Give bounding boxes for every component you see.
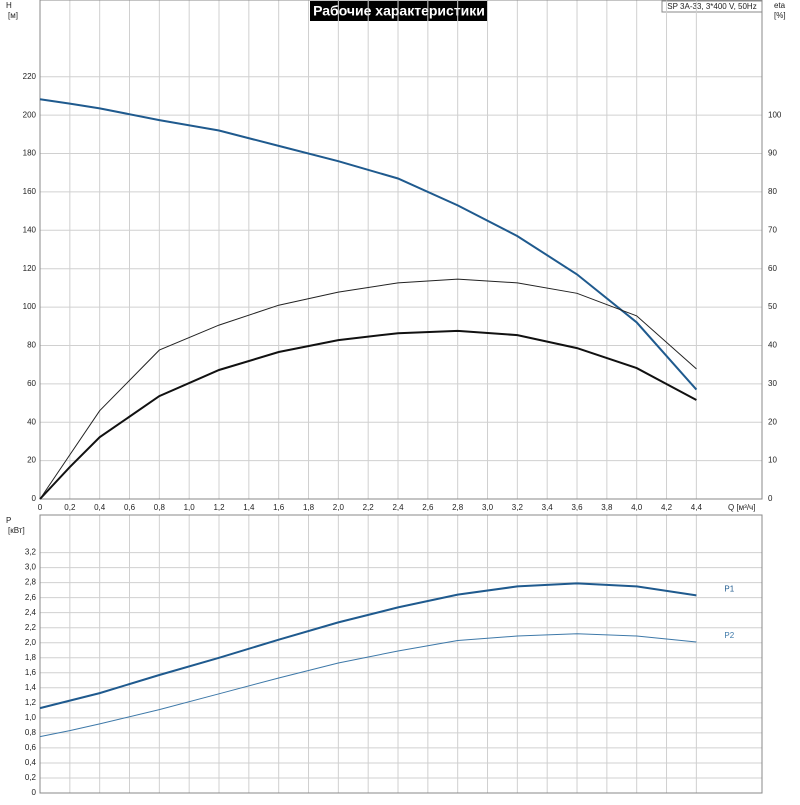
y-tick-label: 0: [32, 788, 37, 797]
y-tick-label: 60: [27, 379, 36, 388]
x-tick-label: 0,6: [124, 503, 136, 512]
x-tick-label: 3,0: [482, 503, 494, 512]
y-tick-label: 1,4: [25, 683, 37, 692]
series-line: [39, 633, 697, 738]
y-tick-label: 160: [23, 187, 37, 196]
y-tick-label: 1,6: [25, 668, 37, 677]
y-tick-label: 120: [23, 264, 37, 273]
y-axis-label: P: [6, 516, 11, 525]
chart-title: Рабочие характеристики: [313, 3, 485, 19]
x-tick-label: 2,2: [363, 503, 375, 512]
y2-tick-label: 50: [768, 302, 777, 311]
x-axis-label: Q [м³/ч]: [728, 503, 755, 512]
y-tick-label: 3,0: [25, 563, 37, 572]
y2-tick-label: 20: [768, 417, 777, 426]
y-tick-label: 0: [32, 494, 37, 503]
y2-tick-label: 100: [768, 110, 782, 119]
y2-tick-label: 40: [768, 341, 777, 350]
y-tick-label: 0,2: [25, 773, 37, 782]
x-tick-label: 1,6: [273, 503, 285, 512]
x-tick-label: 1,0: [184, 503, 196, 512]
y2-axis-label: [%]: [774, 11, 786, 20]
y2-tick-label: 10: [768, 456, 777, 465]
series-line: [39, 98, 698, 391]
title-box: [310, 1, 488, 21]
y2-tick-label: 0: [768, 494, 773, 503]
series-line: [39, 329, 697, 500]
y-tick-label: 200: [23, 110, 37, 119]
y-tick-label: 1,2: [25, 698, 37, 707]
x-tick-label: 2,6: [422, 503, 434, 512]
x-tick-label: 2,0: [333, 503, 345, 512]
y-tick-label: 1,0: [25, 713, 37, 722]
plot-frame: [39, 514, 763, 794]
plot-frame: [39, 0, 763, 500]
y-tick-label: 0,6: [25, 743, 37, 752]
series-label: P2: [724, 631, 734, 640]
y-axis-label: H: [6, 1, 12, 10]
y2-tick-label: 70: [768, 225, 777, 234]
y-tick-label: 220: [23, 72, 37, 81]
y-tick-label: 2,0: [25, 638, 37, 647]
x-tick-label: 1,2: [213, 503, 225, 512]
x-tick-label: 4,2: [661, 503, 673, 512]
y-tick-label: 2,4: [25, 608, 37, 617]
y2-tick-label: 80: [768, 187, 777, 196]
y-tick-label: 40: [27, 417, 36, 426]
y-tick-label: 180: [23, 149, 37, 158]
y2-axis-label: eta: [774, 1, 786, 10]
x-tick-label: 1,8: [303, 503, 315, 512]
y-tick-label: 100: [23, 302, 37, 311]
series-label: P1: [724, 585, 734, 594]
series-line: [39, 582, 697, 710]
series-line: [39, 278, 697, 500]
y-tick-label: 2,2: [25, 623, 37, 632]
y2-tick-label: 30: [768, 379, 777, 388]
x-tick-label: 3,2: [512, 503, 524, 512]
x-tick-label: 2,4: [392, 503, 404, 512]
y-tick-label: 0,4: [25, 758, 37, 767]
x-tick-label: 0,2: [64, 503, 76, 512]
x-tick-label: 0: [38, 503, 43, 512]
x-tick-label: 3,4: [542, 503, 554, 512]
chart-subtitle: SP 3A-33, 3*400 V, 50Hz: [667, 2, 756, 11]
y-tick-label: 3,2: [25, 548, 37, 557]
x-tick-label: 3,8: [601, 503, 613, 512]
x-tick-label: 0,8: [154, 503, 166, 512]
y2-tick-label: 90: [768, 149, 777, 158]
y-axis-label: [кВт]: [8, 526, 25, 535]
y-tick-label: 20: [27, 456, 36, 465]
y-tick-label: 2,6: [25, 593, 37, 602]
x-tick-label: 0,4: [94, 503, 106, 512]
x-tick-label: 1,4: [243, 503, 255, 512]
y2-tick-label: 60: [768, 264, 777, 273]
x-tick-label: 2,8: [452, 503, 464, 512]
y-axis-label: [м]: [8, 11, 18, 20]
y-tick-label: 140: [23, 225, 37, 234]
y-tick-label: 1,8: [25, 653, 37, 662]
y-tick-label: 80: [27, 341, 36, 350]
y-tick-label: 2,8: [25, 578, 37, 587]
y-tick-label: 0,8: [25, 728, 37, 737]
x-tick-label: 3,6: [571, 503, 583, 512]
x-tick-label: 4,0: [631, 503, 643, 512]
x-tick-label: 4,4: [691, 503, 703, 512]
